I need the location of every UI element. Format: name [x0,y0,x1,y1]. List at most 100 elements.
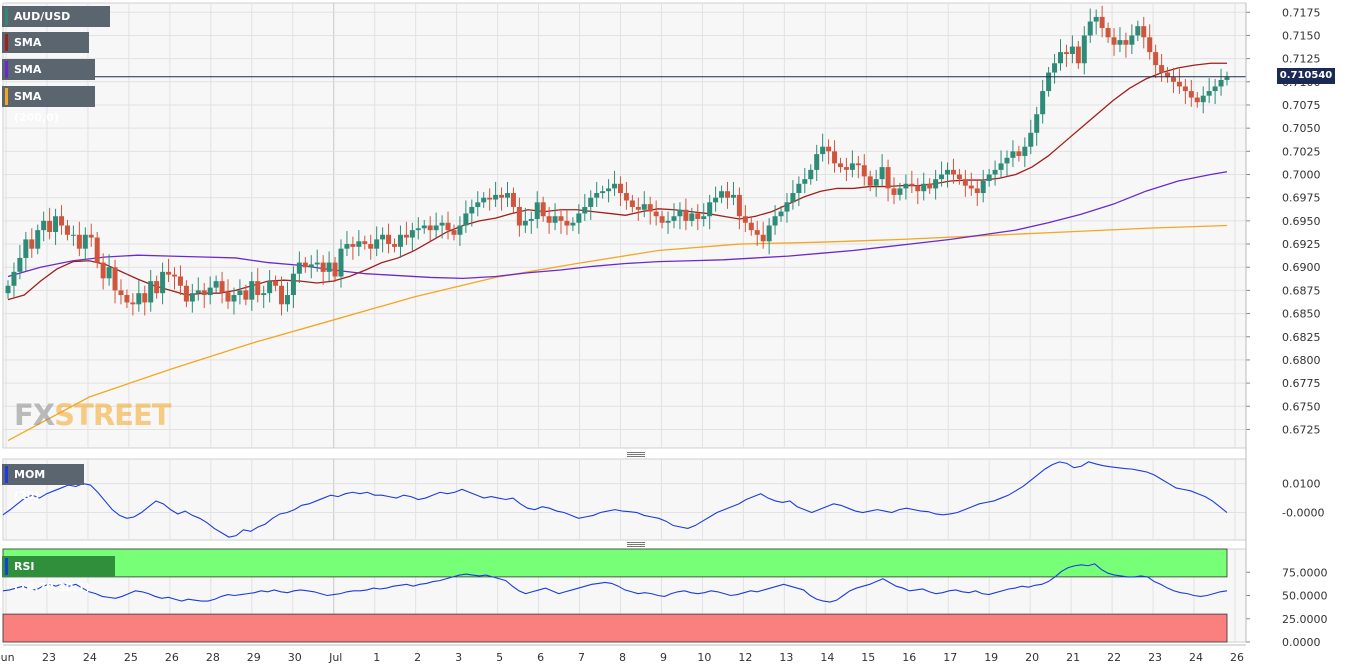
candle-body [534,202,540,220]
candle-body [332,262,338,277]
candle-body [885,167,891,189]
candle-body [11,271,17,286]
y-tick-label: 0.6975 [1282,192,1321,205]
legend-sma100[interactable]: SMA (100,0) [2,59,95,97]
rsi-overbought-zone [2,548,1228,578]
candle-body [1206,91,1212,96]
candle-body [1188,91,1194,98]
candle-body [421,225,427,229]
candle-body [641,204,647,210]
legend-sma200-swatch [5,88,8,105]
candle-body [1040,91,1046,115]
candle-body [171,274,177,277]
candle-body [927,183,933,189]
candle-body [118,290,124,296]
momentum-y-tick-label: -0.0000 [1282,507,1324,520]
candle-body [362,241,368,245]
x-tick-label: 1 [373,651,380,664]
candle-body [225,292,231,302]
momentum-pane-bg [2,458,1247,541]
candle-body [1087,21,1093,36]
candle-body [510,193,516,207]
pane-splitter-rsi[interactable] [627,542,645,547]
candle-body [243,290,249,300]
y-tick-label: 0.6950 [1282,215,1321,228]
rsi-y-tick-label: 25.0000 [1282,613,1328,626]
y-tick-label: 0.6725 [1282,423,1321,436]
candle-body [635,206,641,210]
candles-group [5,5,1230,316]
candle-body [933,179,939,189]
candle-body [439,222,445,226]
candle-body [671,216,677,221]
candle-body [41,220,47,231]
candle-body [64,225,70,235]
candle-body [909,183,915,186]
candle-body [1176,81,1182,87]
legend-rsi[interactable]: RSI (14,70,30,1) [2,556,115,594]
candle-body [213,281,219,288]
legend-mom-label: MOM (20) [14,468,46,502]
legend-sma200[interactable]: SMA (200,0) [2,86,95,124]
x-tick-label: 2 [414,651,421,664]
current-price-badge: 0.710540 [1277,68,1335,84]
candle-body [35,230,41,249]
x-tick-label: Jun [0,651,15,664]
x-tick-label: 26 [165,651,179,664]
candle-body [582,206,588,214]
candle-body [730,194,736,198]
x-tick-label: 3 [455,651,462,664]
candle-body [392,244,398,247]
candle-body [843,167,849,170]
candle-body [540,202,546,217]
candle-body [237,290,243,296]
candle-body [725,191,731,198]
candle-body [1016,151,1022,156]
candle-body [784,202,790,212]
candle-body [415,228,421,231]
x-tick-label: 22 [1107,651,1121,664]
y-tick-label: 0.6800 [1282,354,1321,367]
candle-body [837,163,843,168]
legend-sma20[interactable]: SMA (20,0) [2,32,89,70]
fxstreet-logo: FXSTREET [14,398,172,432]
candle-body [855,163,861,166]
candle-body [522,220,528,226]
candle-body [980,181,986,194]
pane-splitter-momentum[interactable] [627,452,645,457]
candle-body [1159,65,1165,73]
candle-body [629,200,635,207]
candle-body [17,257,23,272]
x-tick-label: 21 [1066,651,1080,664]
candle-body [1194,97,1200,103]
candle-body [1141,26,1147,38]
candle-body [962,179,968,186]
candle-body [606,188,612,192]
candle-body [504,193,510,198]
y-tick-label: 0.6775 [1282,377,1321,390]
x-tick-label: 29 [247,651,261,664]
candle-body [88,234,94,238]
candle-body [915,185,921,192]
x-tick-label: 26 [1230,651,1244,664]
candle-body [528,219,534,221]
x-tick-label: Jul [328,651,342,664]
legend-pair[interactable]: AUD/USD [2,6,110,27]
candle-body [112,267,118,291]
rsi-y-tick-label: 50.0000 [1282,590,1328,603]
legend-mom[interactable]: MOM (20) [2,464,84,502]
candle-body [576,213,582,223]
candle-body [826,146,832,152]
candle-body [1212,86,1218,92]
candle-body [998,163,1004,170]
candle-body [314,262,320,265]
candle-body [23,239,29,258]
candle-body [903,183,909,189]
candle-body [5,285,11,294]
candle-body [1004,157,1010,164]
x-tick-label: 19 [984,651,998,664]
candle-body [748,222,754,231]
candle-body [760,234,766,242]
logo-fx: FX [14,398,55,432]
legend-pair-label: AUD/USD [14,10,71,23]
